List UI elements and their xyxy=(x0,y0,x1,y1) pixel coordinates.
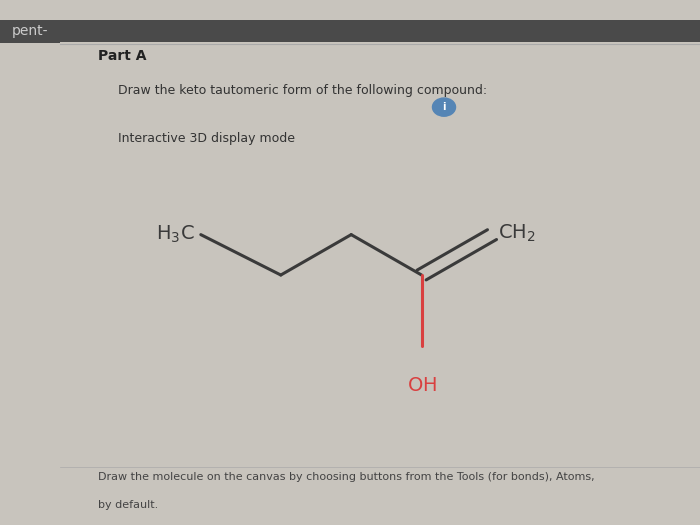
Text: i: i xyxy=(442,102,446,112)
Text: Interactive 3D display mode: Interactive 3D display mode xyxy=(118,132,295,145)
Text: $\mathregular{OH}$: $\mathregular{OH}$ xyxy=(407,376,437,395)
Bar xyxy=(0,20,60,43)
Text: Draw the keto tautomeric form of the following compound:: Draw the keto tautomeric form of the fol… xyxy=(118,85,486,98)
Text: Draw the molecule on the canvas by choosing buttons from the Tools (for bonds), : Draw the molecule on the canvas by choos… xyxy=(99,472,595,482)
Circle shape xyxy=(433,98,456,116)
Bar xyxy=(60,20,700,42)
Text: pent-: pent- xyxy=(12,25,48,38)
Text: $\mathregular{H_3C}$: $\mathregular{H_3C}$ xyxy=(155,224,195,245)
Text: $\mathregular{CH_2}$: $\mathregular{CH_2}$ xyxy=(498,223,536,244)
Text: Part A: Part A xyxy=(99,49,147,63)
Text: by default.: by default. xyxy=(99,500,159,510)
